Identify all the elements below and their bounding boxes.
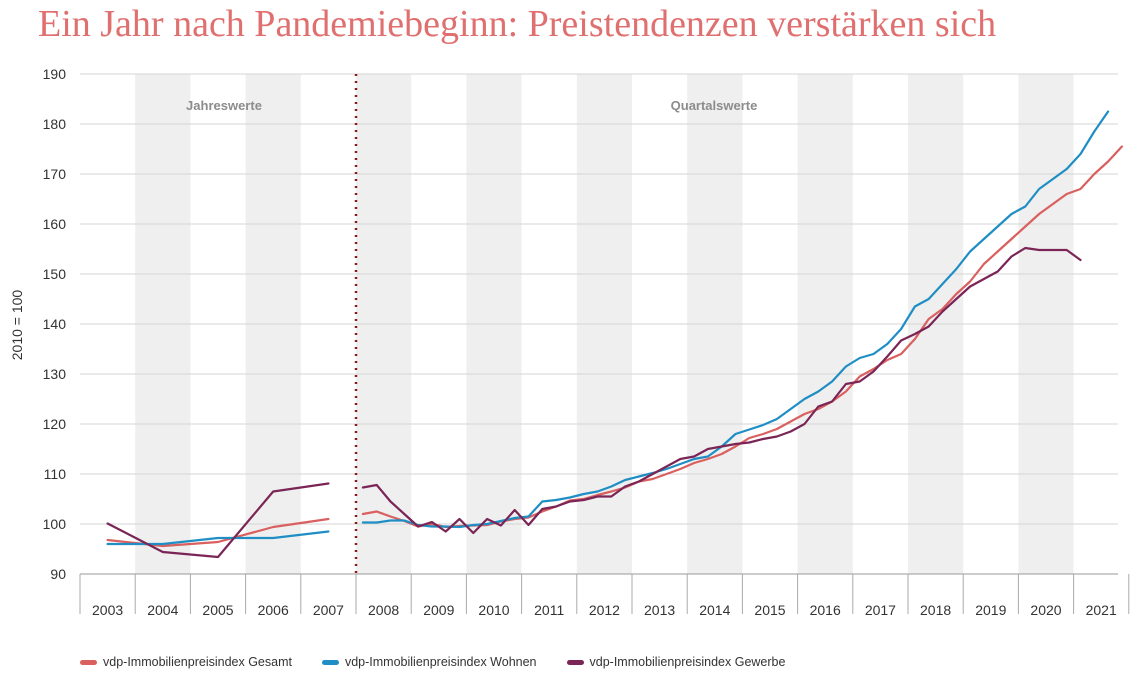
y-tick-label: 130 — [43, 366, 67, 382]
x-tick-label: 2004 — [147, 602, 178, 618]
legend-swatch-gesamt — [80, 659, 97, 665]
legend-item-gesamt: vdp-Immobilienpreisindex Gesamt — [80, 655, 292, 669]
x-tick-label: 2017 — [865, 602, 896, 618]
x-tick-label: 2011 — [534, 602, 564, 618]
legend-swatch-gewerbe — [566, 659, 584, 665]
data-series — [106, 110, 1123, 559]
y-tick-label: 110 — [44, 466, 67, 482]
x-axis: 2003 2004 2005 2006 2007 2008 2009 2010 2011 2012… — [79, 573, 1130, 618]
x-tick-label: 2005 — [202, 602, 233, 618]
x-tick-label: 2021 — [1086, 602, 1117, 618]
legend-label-gewerbe: vdp-Immobilienpreisindex Gewerbe — [589, 655, 786, 669]
series-line-wohnen-quarterly — [361, 110, 1110, 529]
y-tick-label: 120 — [43, 416, 67, 432]
quarterly-section-label: Quartalswerte — [671, 98, 758, 113]
legend-swatch-wohnen — [321, 659, 339, 665]
y-tick-label: 90 — [50, 566, 66, 582]
y-tick-label: 140 — [43, 316, 67, 332]
y-tick-label: 100 — [43, 516, 67, 532]
series-line-wohnen-annual — [106, 530, 330, 546]
x-tick-label: 2006 — [258, 602, 289, 618]
legend-label-gesamt: vdp-Immobilienpreisindex Gesamt — [103, 655, 292, 669]
y-axis-label: 2010 = 100 — [9, 290, 25, 361]
y-tick-label: 190 — [43, 66, 67, 82]
x-tick-label: 2009 — [423, 602, 454, 618]
series-line-gewerbe-annual — [106, 482, 330, 559]
x-tick-label: 2018 — [920, 602, 951, 618]
legend-item-gewerbe: vdp-Immobilienpreisindex Gewerbe — [566, 655, 786, 669]
y-tick-label: 150 — [43, 266, 67, 282]
annual-section-label: Jahreswerte — [186, 98, 262, 113]
x-tick-label: 2014 — [699, 602, 730, 618]
legend-item-wohnen: vdp-Immobilienpreisindex Wohnen — [321, 655, 537, 669]
chart-title: Ein Jahr nach Pandemiebeginn: Preistende… — [38, 3, 997, 45]
y-tick-label: 180 — [43, 116, 67, 132]
x-tick-label: 2015 — [754, 602, 785, 618]
x-tick-label: 2007 — [313, 602, 344, 618]
x-tick-label: 2008 — [368, 602, 399, 618]
x-tick-label: 2012 — [589, 602, 620, 618]
x-tick-label: 2003 — [92, 602, 123, 618]
y-tick-label: 160 — [43, 216, 67, 232]
x-tick-label: 2010 — [478, 602, 509, 618]
y-tick-label: 170 — [43, 166, 67, 182]
legend-label-wohnen: vdp-Immobilienpreisindex Wohnen — [344, 655, 537, 669]
x-tick-label: 2019 — [975, 602, 1006, 618]
legend: vdp-Immobilienpreisindex Gesamt vdp-Immo… — [80, 655, 785, 669]
series-line-gewerbe-quarterly — [361, 246, 1082, 535]
x-tick-label: 2020 — [1030, 602, 1061, 618]
y-axis-tick-labels: 90 100 110 120 130 140 150 160 170 180 190 — [43, 66, 67, 582]
x-tick-label: 2016 — [810, 602, 841, 618]
x-tick-label: 2013 — [644, 602, 675, 618]
